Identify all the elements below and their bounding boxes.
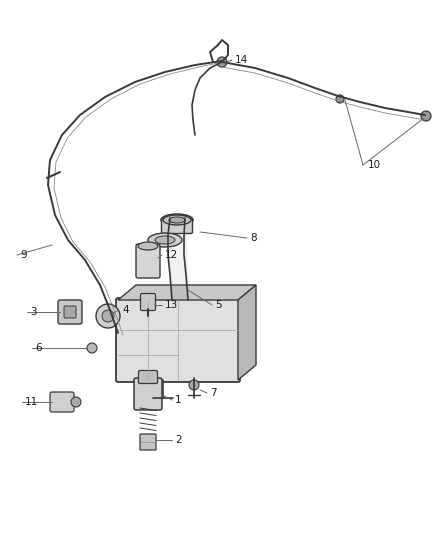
Text: 11: 11 (25, 397, 38, 407)
Text: 7: 7 (210, 388, 217, 398)
Ellipse shape (163, 215, 191, 225)
Polygon shape (118, 285, 256, 300)
Ellipse shape (155, 236, 175, 244)
FancyBboxPatch shape (134, 378, 162, 410)
Ellipse shape (161, 214, 193, 226)
Circle shape (96, 304, 120, 328)
FancyBboxPatch shape (136, 244, 160, 278)
Text: 9: 9 (20, 250, 27, 260)
Ellipse shape (138, 242, 158, 250)
Text: 1: 1 (175, 395, 182, 405)
FancyBboxPatch shape (50, 392, 74, 412)
Circle shape (102, 310, 114, 322)
Circle shape (71, 397, 81, 407)
Text: 12: 12 (165, 250, 178, 260)
Text: 4: 4 (122, 305, 129, 315)
Text: 6: 6 (35, 343, 42, 353)
Text: 13: 13 (165, 300, 178, 310)
Circle shape (189, 380, 199, 390)
Text: 3: 3 (30, 307, 37, 317)
Text: 2: 2 (175, 435, 182, 445)
FancyBboxPatch shape (58, 300, 82, 324)
Ellipse shape (169, 217, 185, 223)
FancyBboxPatch shape (162, 219, 192, 233)
Text: 10: 10 (368, 160, 381, 170)
Polygon shape (238, 285, 256, 380)
Circle shape (421, 111, 431, 121)
FancyBboxPatch shape (116, 298, 240, 382)
Ellipse shape (148, 233, 182, 247)
Text: 14: 14 (235, 55, 248, 65)
Text: 5: 5 (215, 300, 222, 310)
FancyBboxPatch shape (141, 294, 155, 311)
Circle shape (87, 343, 97, 353)
Circle shape (217, 57, 227, 67)
FancyBboxPatch shape (138, 370, 158, 384)
Circle shape (336, 95, 344, 103)
Text: 8: 8 (250, 233, 257, 243)
FancyBboxPatch shape (140, 434, 156, 450)
FancyBboxPatch shape (64, 306, 76, 318)
